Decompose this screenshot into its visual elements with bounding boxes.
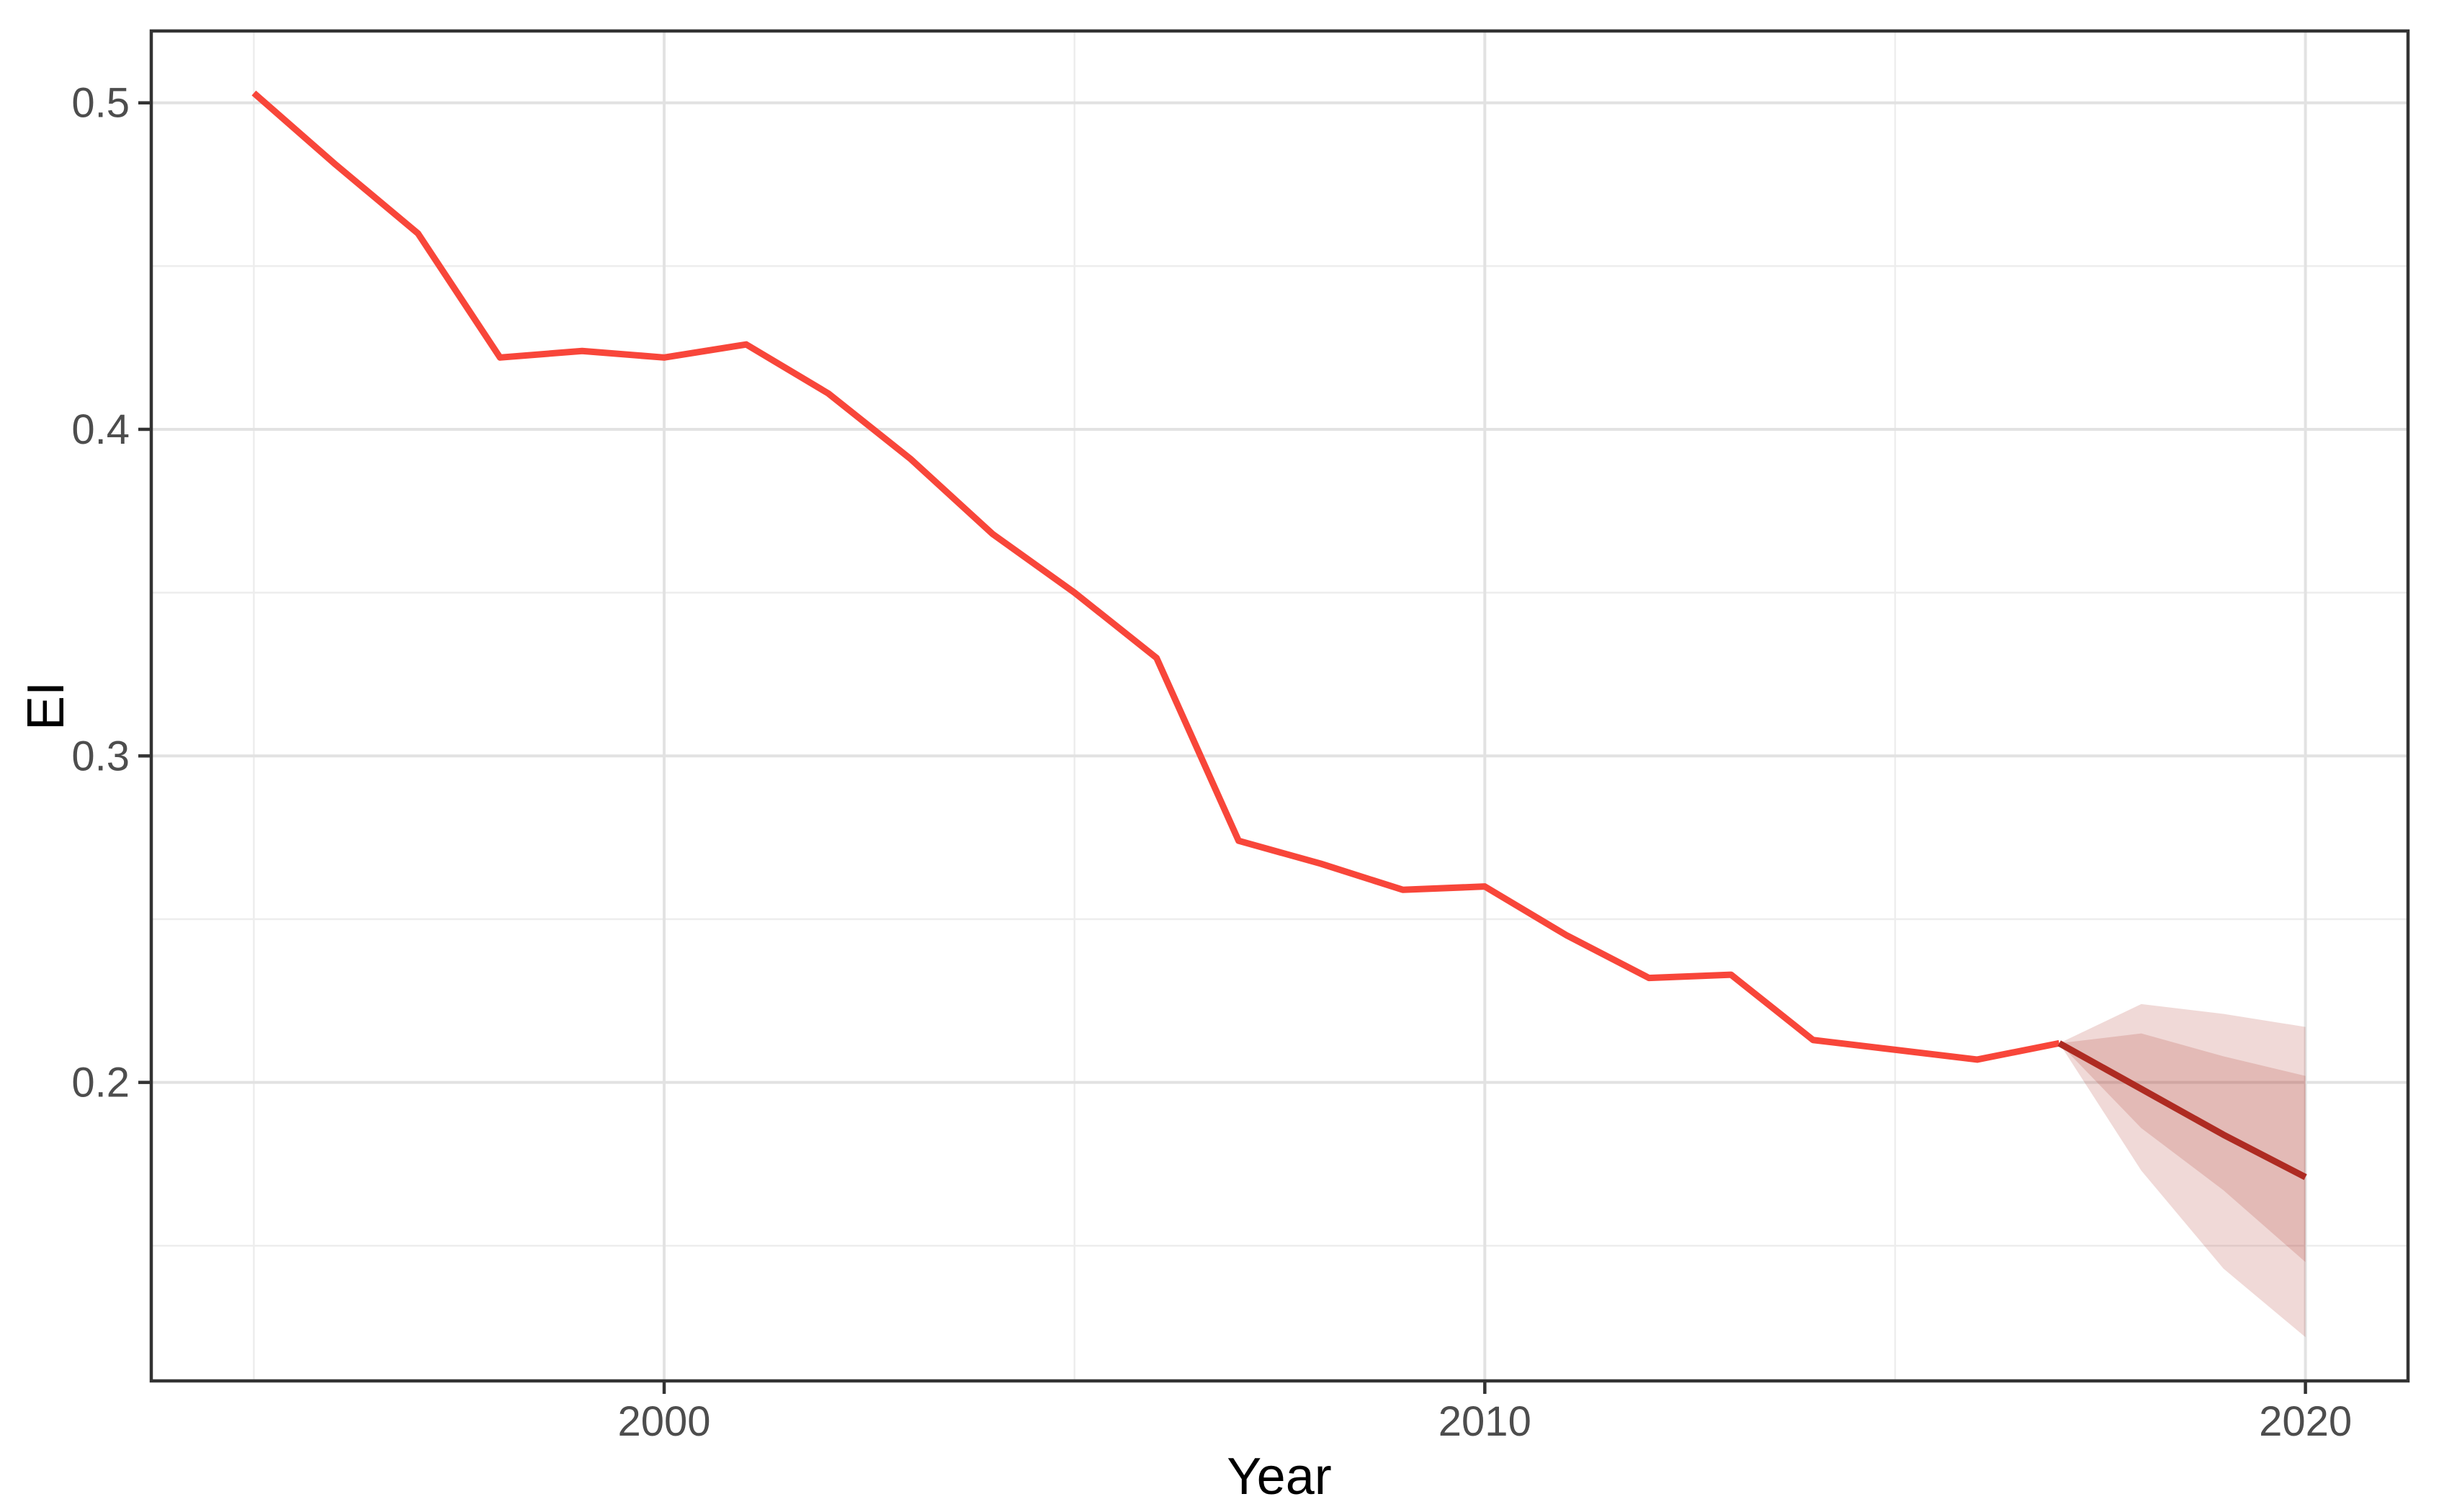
y-axis-tick-label: 0.3 (71, 733, 130, 779)
x-axis-tick-label: 2010 (1438, 1398, 1531, 1445)
x-axis-tick-label: 2000 (618, 1398, 711, 1445)
confidence-band-80-percent-interval (2059, 1033, 2306, 1262)
y-axis-tick-label: 0.5 (71, 80, 130, 127)
observed-line (251, 90, 2060, 1063)
confidence-band-95-percent-interval (2059, 1003, 2306, 1338)
x-axis-title: Year (1227, 1448, 1331, 1506)
panel-border (149, 29, 2410, 1383)
y-axis-tick-label: 0.4 (71, 406, 130, 453)
y-axis-title: EI (17, 681, 75, 730)
panel-background (151, 31, 2408, 1381)
y-axis-tick-label: 0.2 (71, 1060, 130, 1106)
x-axis-tick-label: 2020 (2259, 1398, 2352, 1445)
forecast-mean-line (2057, 1040, 2307, 1181)
